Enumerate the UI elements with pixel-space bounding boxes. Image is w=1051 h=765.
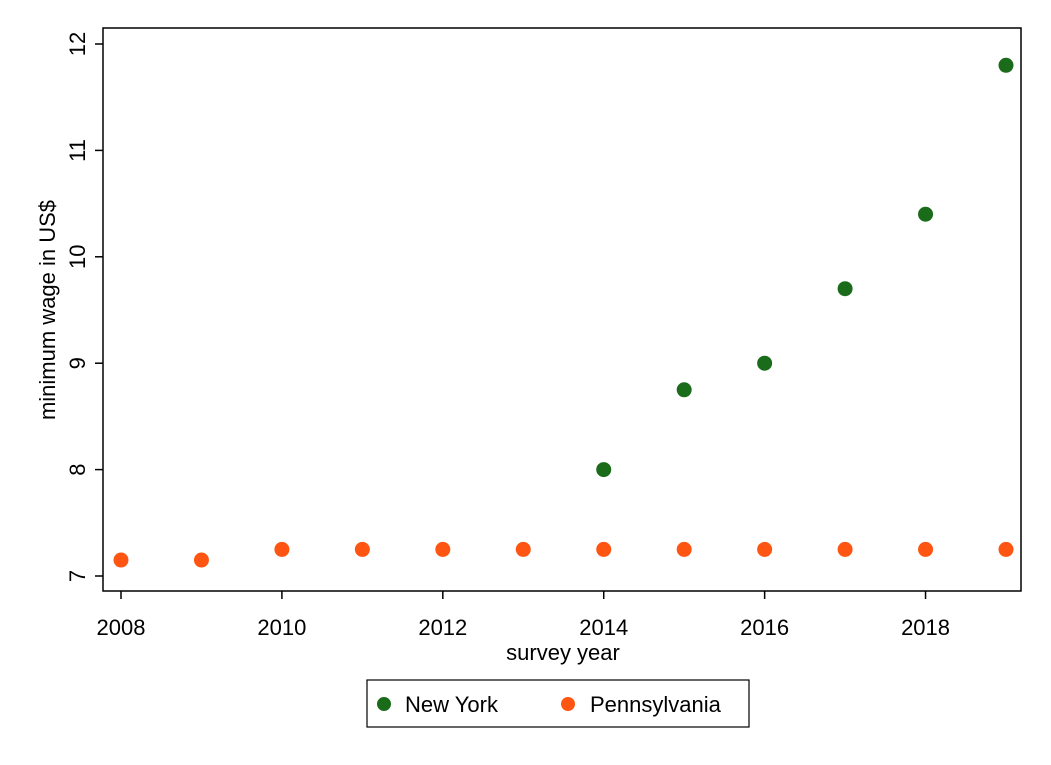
point-new-york — [596, 462, 612, 478]
y-tick-label: 12 — [65, 32, 90, 56]
point-pennsylvania — [193, 552, 209, 568]
legend-label-pennsylvania: Pennsylvania — [590, 692, 722, 717]
legend: New York Pennsylvania — [366, 679, 750, 728]
point-new-york — [757, 355, 773, 371]
x-tick-label: 2012 — [418, 615, 467, 640]
x-tick-label: 2010 — [257, 615, 306, 640]
y-axis: 7 8 9 10 11 12 — [65, 32, 103, 582]
x-tick-label: 2008 — [97, 615, 146, 640]
point-pennsylvania — [918, 541, 934, 557]
point-new-york — [998, 57, 1014, 73]
y-tick-label: 8 — [65, 463, 90, 475]
y-axis-title: minimum wage in US$ — [35, 200, 60, 420]
point-pennsylvania — [515, 541, 531, 557]
point-new-york — [676, 382, 692, 398]
x-axis: 2008 2010 2012 2014 2016 2018 — [97, 591, 950, 640]
x-tick-label: 2018 — [901, 615, 950, 640]
point-pennsylvania — [837, 541, 853, 557]
point-pennsylvania — [354, 541, 370, 557]
point-pennsylvania — [274, 541, 290, 557]
point-pennsylvania — [596, 541, 612, 557]
point-pennsylvania — [757, 541, 773, 557]
data-points — [113, 57, 1014, 568]
y-tick-label: 11 — [65, 139, 90, 162]
point-pennsylvania — [676, 541, 692, 557]
y-tick-label: 10 — [65, 245, 90, 269]
x-axis-title: survey year — [506, 640, 620, 665]
legend-marker-new-york — [377, 697, 391, 711]
legend-box — [366, 679, 750, 728]
point-new-york — [837, 281, 853, 297]
x-tick-label: 2014 — [579, 615, 628, 640]
point-pennsylvania — [435, 541, 451, 557]
legend-marker-pennsylvania — [561, 697, 575, 711]
point-pennsylvania — [998, 541, 1014, 557]
point-new-york — [918, 206, 934, 222]
x-tick-label: 2016 — [740, 615, 789, 640]
y-tick-label: 9 — [65, 357, 90, 369]
plot-area — [102, 27, 1022, 592]
y-tick-label: 7 — [65, 570, 90, 582]
legend-label-new-york: New York — [405, 692, 499, 717]
point-pennsylvania — [113, 552, 129, 568]
